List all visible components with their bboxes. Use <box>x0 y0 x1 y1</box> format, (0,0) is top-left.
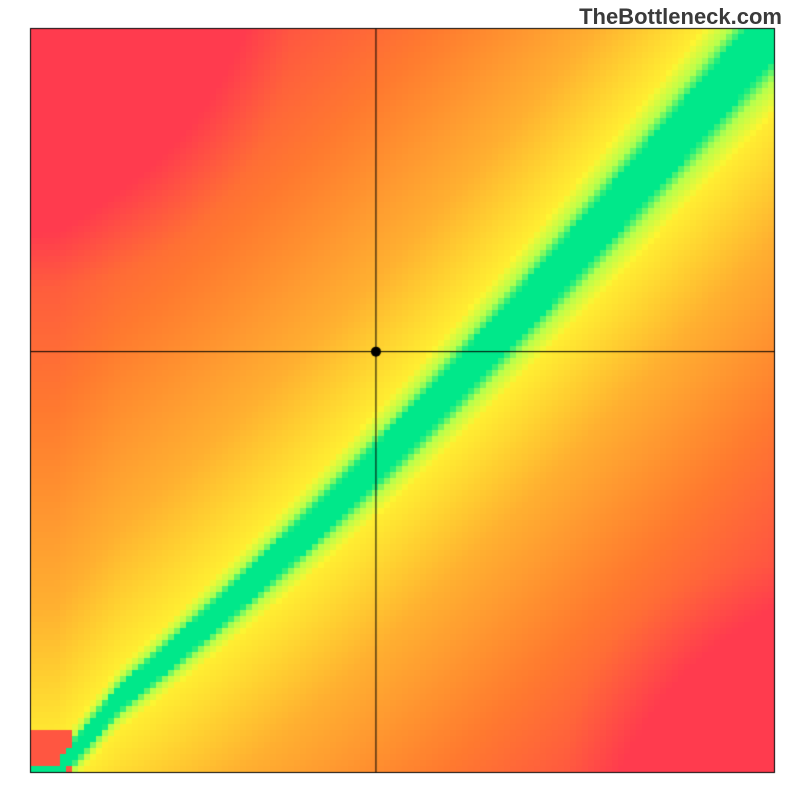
bottleneck-heatmap: TheBottleneck.com <box>0 0 800 800</box>
heatmap-canvas <box>0 0 800 800</box>
watermark-text: TheBottleneck.com <box>579 4 782 30</box>
